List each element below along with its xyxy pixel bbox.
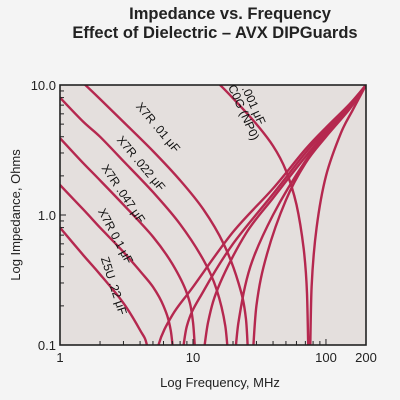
series-line-3 — [60, 85, 366, 345]
chart-title: Impedance vs. Frequency — [129, 5, 331, 23]
series-line-0 — [60, 85, 366, 345]
x-tick-label: 100 — [315, 350, 337, 365]
y-tick-label: 0.1 — [38, 338, 56, 353]
x-tick-label: 1 — [56, 350, 63, 365]
x-tick-label: 10 — [186, 350, 200, 365]
chart-title-block: Impedance vs. Frequency Effect of Dielec… — [0, 5, 400, 43]
series-line-5 — [218, 85, 366, 345]
y-axis-label: Log Impedance, Ohms — [8, 149, 23, 281]
chart-subtitle: Effect of Dielectric – AVX DIPGuards — [72, 24, 358, 42]
series-group — [60, 85, 366, 345]
series-line-1 — [60, 85, 366, 345]
y-tick-label: 10.0 — [31, 78, 56, 93]
y-tick-label: 1.0 — [38, 208, 56, 223]
x-tick-label: 200 — [355, 350, 377, 365]
series-line-2 — [60, 85, 366, 345]
x-axis-label: Log Frequency, MHz — [160, 375, 280, 390]
series-line-4 — [84, 85, 366, 345]
tick-group: 1 10 100 200 0.1 1.0 10.0 — [31, 78, 377, 365]
